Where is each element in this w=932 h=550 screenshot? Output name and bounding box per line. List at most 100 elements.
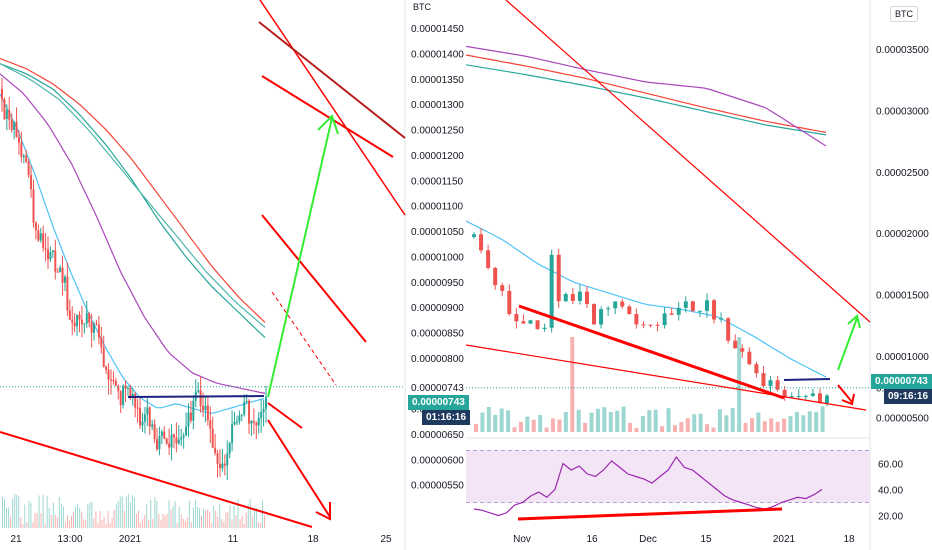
volume-bar: [794, 411, 799, 432]
volume-bar: [563, 411, 568, 432]
projection-dashed-line: [271, 291, 337, 386]
volume-bar: [85, 520, 87, 528]
target-arrowhead-down: [841, 393, 855, 406]
volume-bar: [711, 427, 716, 432]
volume-bar: [743, 422, 748, 432]
volume-bar: [229, 505, 231, 528]
right-chart-svg[interactable]: 0.00003500 0.00003000 0.00002500 0.00002000…: [466, 0, 932, 550]
volume-bar: [89, 502, 91, 528]
right-currency-label[interactable]: BTC: [890, 6, 918, 22]
volume-bar: [123, 510, 125, 528]
candle-body: [170, 434, 173, 448]
volume-bar: [66, 514, 68, 528]
x-tick-label: 25: [380, 534, 392, 545]
volume-bar: [2, 496, 3, 528]
y-tick-label: 0.00001000: [411, 252, 464, 263]
volume-bar: [570, 337, 575, 432]
candle-body: [655, 324, 660, 326]
candle-body: [47, 249, 50, 260]
volume-bar: [115, 504, 117, 528]
volume-bar: [192, 507, 194, 528]
volume-bar: [551, 418, 556, 432]
volume-bar: [125, 496, 127, 528]
candle-body: [528, 320, 533, 324]
rsi-tick-label: 60.00: [878, 460, 903, 471]
candle-body: [796, 395, 801, 397]
candle-body: [740, 348, 745, 352]
candle-body: [22, 155, 25, 158]
candle-body: [5, 110, 8, 119]
candle-body: [704, 300, 709, 311]
y-tick-label: 0.00000550: [411, 481, 464, 492]
candle-body: [59, 267, 62, 272]
moving-average-line: [0, 63, 266, 328]
candle-body: [223, 463, 226, 466]
candle-body: [44, 248, 47, 250]
volume-bar: [164, 515, 166, 528]
breakdown-arrow-down: [267, 419, 331, 518]
candle-body: [606, 308, 611, 310]
volume-bar: [263, 514, 265, 528]
volume-bar: [538, 414, 543, 432]
volume-bar: [223, 522, 225, 528]
right-chart-pane[interactable]: 0.00003500 0.00003000 0.00002500 0.00002000…: [466, 0, 932, 550]
volume-bar: [69, 520, 71, 528]
y-tick-label: 0.00003500: [876, 45, 929, 56]
volume-bar: [52, 502, 54, 528]
candle-body: [747, 351, 752, 365]
candle-body: [158, 436, 161, 450]
wedge-lower-trendline: [518, 304, 785, 400]
volume-bar: [512, 427, 517, 432]
moving-average-line: [466, 45, 827, 147]
volume-bar: [121, 495, 123, 528]
x-tick-label: 15: [700, 534, 712, 545]
candle-body: [129, 387, 132, 398]
volume-bar: [99, 511, 101, 528]
candle-body: [172, 434, 175, 438]
candle-body: [30, 175, 33, 190]
volume-bar: [198, 508, 200, 528]
y-tick-label: 0.00001300: [411, 100, 464, 111]
candle-body: [514, 314, 519, 322]
volume-bar: [608, 412, 613, 432]
volume-bar: [6, 508, 8, 528]
rsi-tick-label: 20.00: [878, 512, 903, 523]
volume-bar: [62, 506, 64, 528]
y-tick-label: 0.00001450: [411, 24, 464, 35]
target-arrowhead-up: [847, 314, 861, 329]
candle-body: [211, 428, 214, 448]
left-chart-pane[interactable]: 0.00001450 0.00001400 0.00001350 0.00001300…: [0, 0, 471, 550]
candle-body: [486, 250, 491, 268]
volume-bar: [136, 513, 138, 528]
candle-body: [570, 293, 575, 301]
candle-body: [733, 340, 738, 349]
candle-body: [521, 321, 526, 324]
y-tick-label: 0.00000600: [411, 455, 464, 466]
candle-body: [61, 267, 64, 283]
candle-body: [151, 424, 154, 427]
candle-body: [252, 420, 255, 423]
candle-body: [15, 121, 18, 138]
candle-body: [37, 230, 40, 241]
volume-bar: [58, 496, 60, 528]
volume-bar: [152, 519, 154, 528]
volume-bar: [107, 510, 109, 528]
candle-body: [265, 396, 267, 409]
left-chart-svg[interactable]: 0.00001450 0.00001400 0.00001350 0.00001300…: [0, 0, 466, 550]
long-support-line: [466, 344, 867, 411]
volume-bar: [499, 408, 504, 432]
volume-bar: [162, 513, 164, 528]
y-tick-label: 0.00001250: [411, 126, 464, 137]
candle-body: [768, 380, 773, 387]
volume-bar: [38, 495, 40, 528]
candle-body: [56, 271, 59, 273]
x-tick-label: 2021: [119, 534, 142, 545]
candle-body: [119, 391, 122, 406]
channel-line-upper: [261, 75, 394, 158]
x-tick-label: Nov: [513, 534, 531, 545]
volume-bar: [176, 523, 178, 528]
candle-body: [80, 319, 83, 325]
volume-bar: [113, 509, 115, 528]
candle-body: [83, 323, 86, 325]
candle-body: [85, 313, 88, 324]
